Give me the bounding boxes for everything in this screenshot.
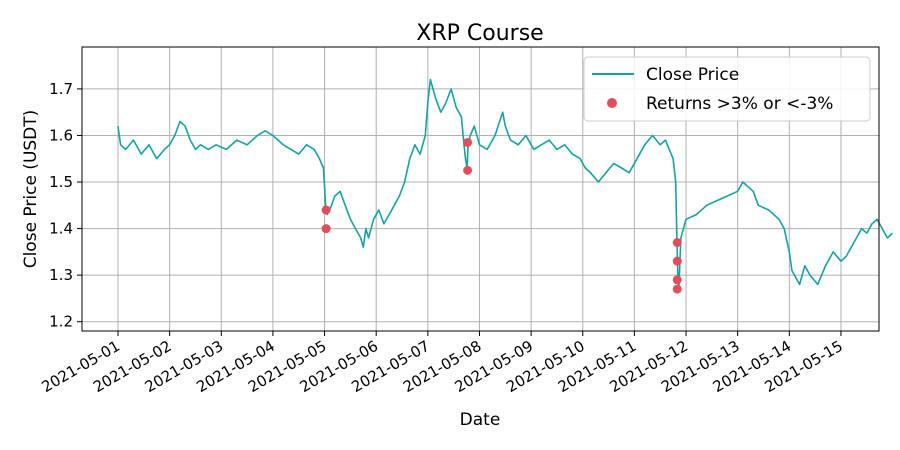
legend-label-returns: Returns >3% or <-3%	[646, 94, 833, 114]
y-tick-label: 1.6	[49, 126, 73, 144]
legend: Close Price Returns >3% or <-3%	[583, 56, 871, 122]
return-outlier-point	[672, 284, 682, 294]
y-tick-label: 1.2	[49, 313, 73, 331]
return-outlier-point	[321, 224, 331, 234]
chart-title: XRP Course	[416, 21, 543, 46]
series-layer	[117, 78, 894, 294]
return-outlier-point	[672, 238, 682, 248]
legend-label-close-price: Close Price	[646, 65, 739, 85]
return-outlier-point	[463, 165, 473, 175]
plot-frame	[81, 46, 880, 332]
y-axis-label: Close Price (USDT)	[21, 110, 41, 269]
y-axis-ticks: 1.2 1.3 1.4 1.5 1.6 1.7	[49, 80, 82, 331]
return-outlier-point	[672, 275, 682, 285]
return-outlier-point	[463, 137, 473, 147]
y-tick-label: 1.4	[49, 220, 73, 238]
y-tick-label: 1.3	[49, 266, 73, 284]
y-tick-label: 1.7	[49, 80, 73, 98]
close-price-line	[117, 78, 894, 290]
return-outlier-point	[321, 205, 331, 215]
y-tick-label: 1.5	[49, 173, 73, 191]
return-outlier-point	[672, 256, 682, 266]
legend-box	[583, 56, 871, 122]
legend-marker-sample	[607, 98, 617, 108]
x-axis-label: Date	[460, 410, 501, 430]
